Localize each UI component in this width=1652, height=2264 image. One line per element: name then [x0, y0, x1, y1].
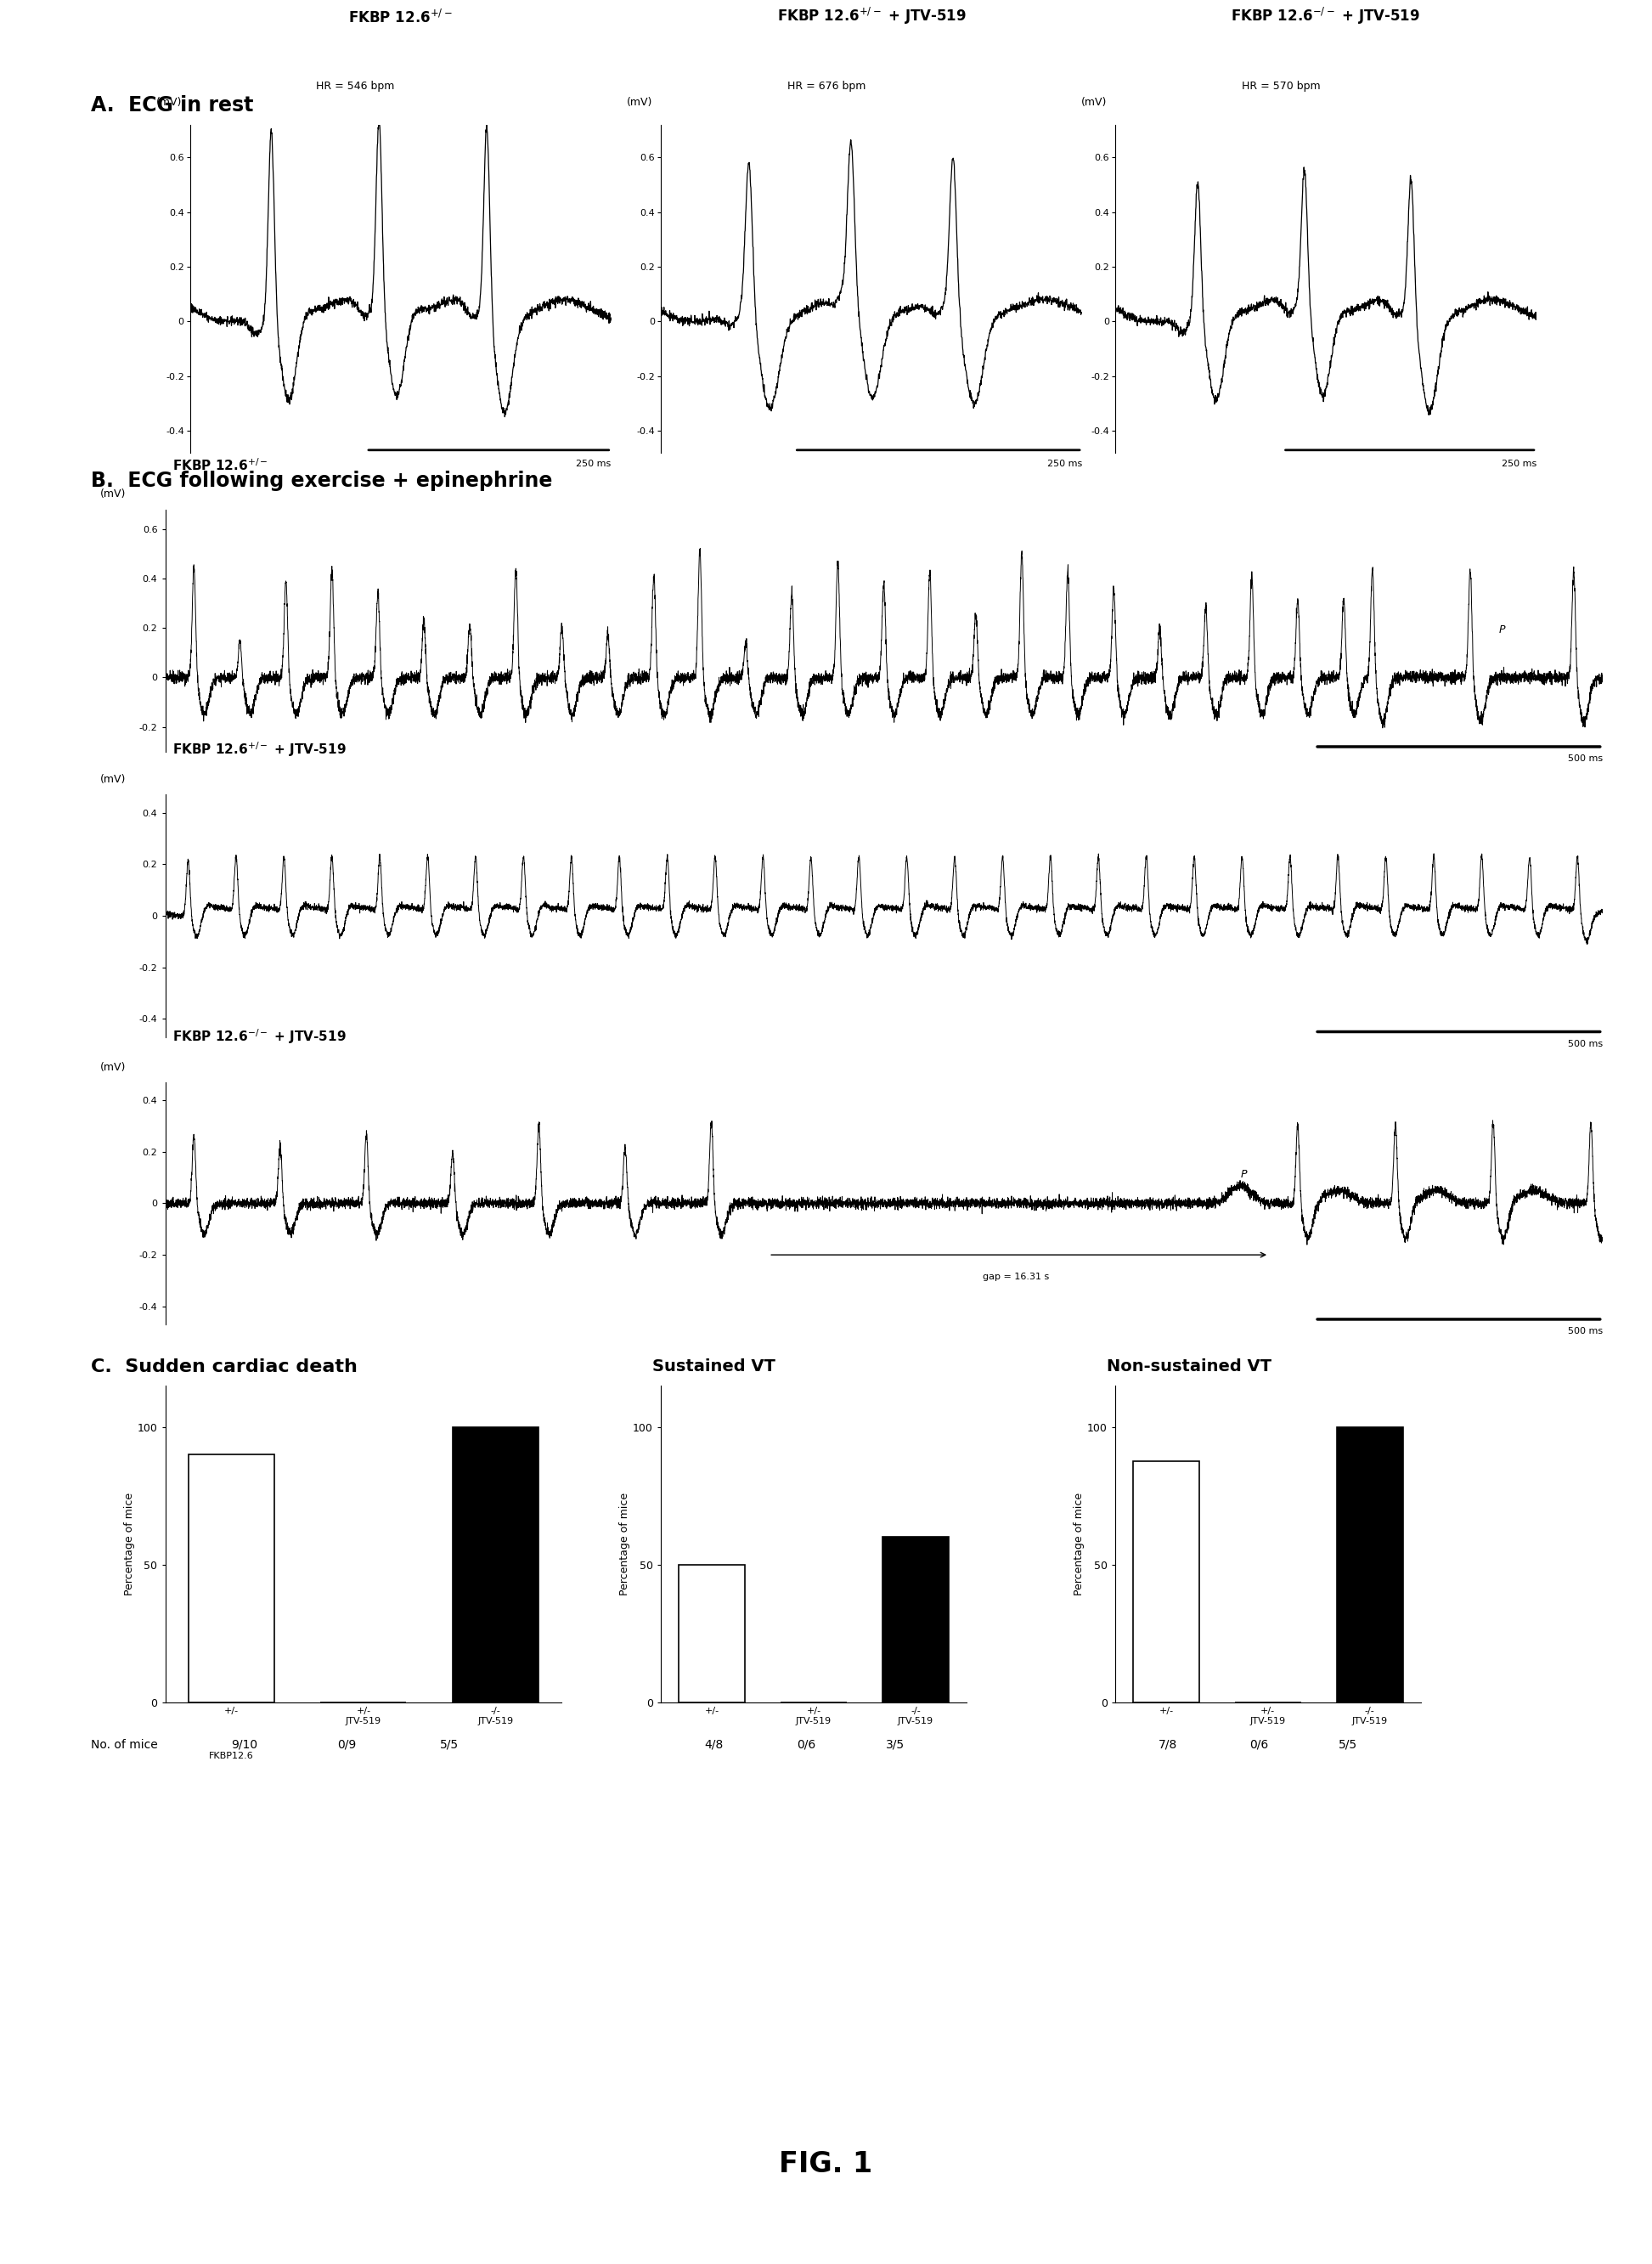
- Bar: [453, 1426, 539, 1703]
- Text: 250 ms: 250 ms: [1047, 460, 1082, 469]
- Y-axis label: Percentage of mice: Percentage of mice: [124, 1492, 135, 1596]
- Text: P: P: [1241, 1168, 1247, 1180]
- Text: 5/5: 5/5: [439, 1739, 459, 1750]
- Text: 9/10: 9/10: [231, 1739, 258, 1750]
- Text: 250 ms: 250 ms: [1502, 460, 1536, 469]
- Text: (mV): (mV): [101, 489, 126, 500]
- Text: (mV): (mV): [157, 97, 182, 109]
- Text: Non-sustained VT: Non-sustained VT: [1107, 1358, 1272, 1374]
- Text: 0/6: 0/6: [796, 1739, 816, 1750]
- Text: (mV): (mV): [628, 97, 653, 109]
- Text: (mV): (mV): [101, 1062, 126, 1073]
- Text: FIG. 1: FIG. 1: [780, 2151, 872, 2178]
- Text: FKBP 12.6$^{+/-}$: FKBP 12.6$^{+/-}$: [349, 9, 453, 25]
- Text: HR = 546 bpm: HR = 546 bpm: [316, 82, 395, 91]
- Text: 500 ms: 500 ms: [1568, 1039, 1602, 1048]
- Bar: [1336, 1426, 1403, 1703]
- Bar: [679, 1564, 745, 1703]
- Text: FKBP 12.6$^{+/-}$ + JTV-519: FKBP 12.6$^{+/-}$ + JTV-519: [172, 740, 347, 758]
- Text: C.  Sudden cardiac death: C. Sudden cardiac death: [91, 1358, 357, 1377]
- Text: P: P: [1498, 625, 1505, 636]
- Text: (mV): (mV): [1082, 97, 1107, 109]
- Bar: [188, 1453, 274, 1703]
- Text: 7/8: 7/8: [1158, 1739, 1178, 1750]
- Text: 0/6: 0/6: [1249, 1739, 1269, 1750]
- Text: HR = 676 bpm: HR = 676 bpm: [786, 82, 866, 91]
- Text: 4/8: 4/8: [704, 1739, 724, 1750]
- Text: (mV): (mV): [101, 774, 126, 786]
- Text: 500 ms: 500 ms: [1568, 1327, 1602, 1336]
- Text: 3/5: 3/5: [885, 1739, 905, 1750]
- Text: No. of mice: No. of mice: [91, 1739, 157, 1750]
- Text: FKBP 12.6$^{+/-}$ + JTV-519: FKBP 12.6$^{+/-}$ + JTV-519: [776, 5, 966, 25]
- Bar: [882, 1537, 948, 1703]
- Text: HR = 570 bpm: HR = 570 bpm: [1242, 82, 1320, 91]
- Text: FKBP 12.6$^{+/-}$: FKBP 12.6$^{+/-}$: [172, 457, 268, 473]
- Y-axis label: Percentage of mice: Percentage of mice: [1074, 1492, 1085, 1596]
- Text: 5/5: 5/5: [1338, 1739, 1358, 1750]
- Y-axis label: Percentage of mice: Percentage of mice: [620, 1492, 631, 1596]
- Text: 250 ms: 250 ms: [577, 460, 611, 469]
- Text: FKBP 12.6$^{-/-}$ + JTV-519: FKBP 12.6$^{-/-}$ + JTV-519: [172, 1028, 347, 1046]
- Text: FKBP 12.6$^{-/-}$ + JTV-519: FKBP 12.6$^{-/-}$ + JTV-519: [1231, 5, 1421, 25]
- Text: gap = 16.31 s: gap = 16.31 s: [983, 1272, 1049, 1281]
- Text: B.  ECG following exercise + epinephrine: B. ECG following exercise + epinephrine: [91, 471, 552, 491]
- Bar: [1133, 1460, 1199, 1703]
- Text: A.  ECG in rest: A. ECG in rest: [91, 95, 253, 115]
- Text: 0/9: 0/9: [337, 1739, 357, 1750]
- Text: FKBP12.6: FKBP12.6: [208, 1752, 254, 1761]
- Text: Sustained VT: Sustained VT: [653, 1358, 775, 1374]
- Text: 500 ms: 500 ms: [1568, 754, 1602, 763]
